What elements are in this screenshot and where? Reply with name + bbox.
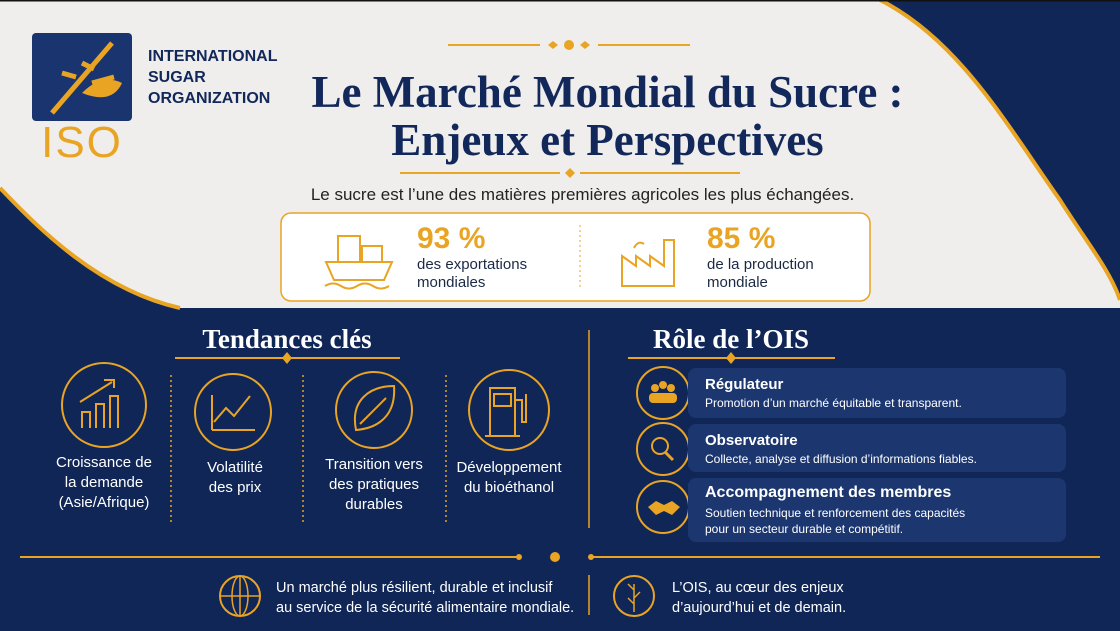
footer-text: L’OIS, au cœur des enjeux d’aujourd’hui e… bbox=[672, 578, 846, 618]
logo-line: INTERNATIONAL bbox=[148, 48, 278, 65]
stat-label: de la production mondiale bbox=[707, 256, 814, 292]
title-line: Enjeux et Perspectives bbox=[391, 115, 824, 165]
stat-value: 93 % bbox=[417, 222, 486, 255]
trend-line: Développement bbox=[456, 459, 562, 476]
trend-label: Croissance de la demande (Asie/Afrique) bbox=[34, 453, 174, 513]
trend-line: la demande bbox=[64, 474, 144, 491]
role-title: Régulateur bbox=[705, 376, 784, 393]
logo-line: SUGAR bbox=[148, 69, 206, 86]
stat-label: des exportations mondiales bbox=[417, 256, 527, 292]
section-title: Rôle de l’OIS bbox=[652, 324, 809, 354]
trend-line: Croissance de bbox=[56, 454, 152, 471]
section-title: Tendances clés bbox=[202, 324, 372, 354]
footer-line: au service de la sécurité alimentaire mo… bbox=[276, 600, 575, 616]
role-text: Promotion d’un marché équitable et trans… bbox=[705, 396, 1050, 410]
stat: 93 % des exportations mondiales bbox=[417, 222, 527, 292]
role-line: pour un secteur durable et compétitif. bbox=[705, 522, 904, 536]
trend-line: Transition vers bbox=[325, 456, 423, 473]
role-title: Accompagnement des membres bbox=[705, 484, 952, 501]
logo-icon bbox=[50, 41, 122, 115]
stat: 85 % de la production mondiale bbox=[707, 222, 814, 292]
footer-line: Un marché plus résilient, durable et inc… bbox=[276, 580, 553, 596]
logo-name: INTERNATIONAL SUGAR ORGANIZATION bbox=[148, 46, 277, 109]
role-title: Observatoire bbox=[705, 432, 798, 449]
stat-line: mondiales bbox=[417, 274, 486, 291]
trend-line: (Asie/Afrique) bbox=[58, 494, 150, 511]
trend-label: Développement du bioéthanol bbox=[446, 458, 572, 498]
trend-line: des prix bbox=[208, 479, 262, 496]
footer-text: Un marché plus résilient, durable et inc… bbox=[276, 578, 574, 618]
role-text: Collecte, analyse et diffusion d’informa… bbox=[705, 452, 1050, 466]
trend-line: Volatilité bbox=[207, 459, 263, 476]
trend-line: durables bbox=[345, 496, 403, 513]
logo-line: ORGANIZATION bbox=[148, 90, 271, 107]
role-line: Collecte, analyse et diffusion d’informa… bbox=[705, 452, 977, 466]
trend-label: Transition vers des pratiques durables bbox=[304, 455, 444, 515]
footer-line: d’aujourd’hui et de demain. bbox=[672, 600, 847, 616]
title-line: Le Marché Mondial du Sucre : bbox=[311, 67, 904, 117]
trend-line: du bioéthanol bbox=[463, 479, 555, 496]
stat-line: des exportations bbox=[417, 256, 528, 273]
logo-mark: ISO bbox=[41, 118, 123, 167]
stat-line: de la production bbox=[707, 256, 814, 273]
footer-line: L’OIS, au cœur des enjeux bbox=[672, 580, 844, 596]
trend-line: des pratiques bbox=[328, 476, 420, 493]
role-card: Observatoire Collecte, analyse et diffus… bbox=[688, 424, 1066, 472]
stat-value: 85 % bbox=[707, 222, 776, 255]
role-text: Soutien technique et renforcement des ca… bbox=[705, 505, 1050, 537]
role-card: Régulateur Promotion d’un marché équitab… bbox=[688, 368, 1066, 418]
title: Le Marché Mondial du Sucre : Enjeux et P… bbox=[230, 68, 985, 164]
role-line: Promotion d’un marché équitable et trans… bbox=[705, 396, 962, 410]
role-card: Accompagnement des membres Soutien techn… bbox=[688, 478, 1066, 542]
stat-line: mondiale bbox=[707, 274, 768, 291]
trend-label: Volatilité des prix bbox=[173, 458, 297, 498]
subtitle: Le sucre est l’une des matières première… bbox=[310, 185, 855, 204]
role-line: Soutien technique et renforcement des ca… bbox=[705, 506, 966, 520]
logo-emblem bbox=[32, 33, 132, 121]
